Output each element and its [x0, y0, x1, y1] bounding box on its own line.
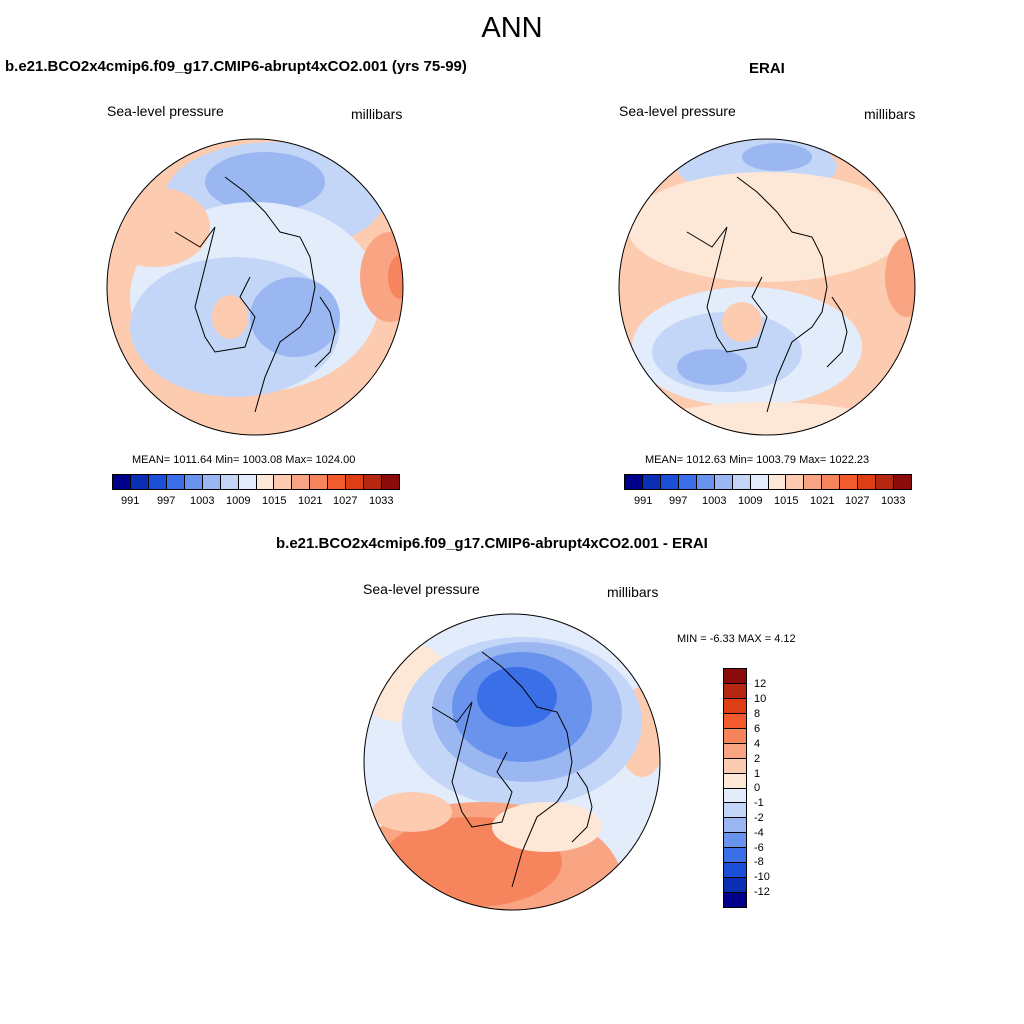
colorbar-swatch [724, 669, 746, 684]
panel-3-units: millibars [607, 584, 659, 600]
colorbar-swatch [148, 475, 167, 489]
colorbar-swatch [238, 475, 257, 489]
panel-1-colorbar [112, 474, 400, 490]
cbar2-tick: 1003 [702, 495, 727, 507]
colorbar-swatch [256, 475, 275, 489]
cbar3-tick: -12 [754, 886, 770, 898]
panel-3-stats: MIN = -6.33 MAX = 4.12 [677, 633, 796, 645]
colorbar-swatch [724, 773, 746, 789]
colorbar-swatch [184, 475, 203, 489]
colorbar-swatch [292, 475, 311, 489]
cbar1-tick: 1021 [298, 495, 323, 507]
colorbar-swatch [274, 475, 293, 489]
panel-2-title: ERAI [749, 60, 785, 77]
panel-3-colorbar [723, 668, 747, 908]
cbar1-tick: 1027 [333, 495, 358, 507]
panel-2-units: millibars [864, 106, 916, 122]
cbar1-tick: 1003 [190, 495, 215, 507]
colorbar-swatch [724, 743, 746, 759]
colorbar-swatch [678, 475, 697, 489]
cbar3-tick: 4 [754, 738, 761, 750]
cbar3-tick: 0 [754, 782, 761, 794]
colorbar-swatch [724, 848, 746, 864]
panel-1-variable: Sea-level pressure [107, 103, 224, 119]
colorbar-swatch [724, 893, 746, 907]
colorbar-swatch [642, 475, 661, 489]
panel-3-variable: Sea-level pressure [363, 581, 480, 597]
panel-1-stats: MEAN= 1011.64 Min= 1003.08 Max= 1024.00 [132, 454, 356, 466]
colorbar-swatch [724, 863, 746, 879]
panel-1-title: b.e21.BCO2x4cmip6.f09_g17.CMIP6-abrupt4x… [5, 58, 467, 75]
cbar1-tick: 997 [157, 495, 176, 507]
cbar3-tick: -2 [754, 812, 764, 824]
colorbar-swatch [202, 475, 221, 489]
colorbar-swatch [732, 475, 751, 489]
colorbar-swatch [166, 475, 185, 489]
colorbar-swatch [328, 475, 347, 489]
cbar3-tick: 6 [754, 723, 761, 735]
cbar3-tick: 8 [754, 708, 761, 720]
cbar3-tick: -10 [754, 871, 770, 883]
colorbar-swatch [130, 475, 149, 489]
colorbar-swatch [786, 475, 805, 489]
panel-2-map [618, 138, 916, 436]
cbar2-tick: 991 [634, 495, 653, 507]
colorbar-swatch [364, 475, 383, 489]
panel-2-colorbar [624, 474, 912, 490]
cbar2-tick: 1009 [738, 495, 763, 507]
cbar2-tick: 1033 [881, 495, 906, 507]
cbar2-tick: 997 [669, 495, 688, 507]
cbar3-tick: 10 [754, 693, 767, 705]
colorbar-swatch [660, 475, 679, 489]
cbar1-tick: 1015 [262, 495, 287, 507]
colorbar-swatch [724, 758, 746, 774]
colorbar-swatch [724, 713, 746, 729]
colorbar-swatch [724, 698, 746, 714]
cbar3-tick: 1 [754, 768, 761, 780]
colorbar-swatch [840, 475, 859, 489]
colorbar-swatch [696, 475, 715, 489]
colorbar-swatch [858, 475, 877, 489]
colorbar-swatch [724, 683, 746, 699]
cbar2-tick: 1021 [810, 495, 835, 507]
panel-3-map [363, 613, 661, 911]
cbar2-tick: 1027 [845, 495, 870, 507]
colorbar-swatch [724, 818, 746, 834]
colorbar-swatch [714, 475, 733, 489]
panel-1-units: millibars [351, 106, 403, 122]
colorbar-swatch [876, 475, 895, 489]
panel-3-title: b.e21.BCO2x4cmip6.f09_g17.CMIP6-abrupt4x… [276, 535, 708, 552]
cbar1-tick: 1009 [226, 495, 251, 507]
cbar3-tick: -4 [754, 827, 764, 839]
colorbar-swatch [220, 475, 239, 489]
colorbar-swatch [346, 475, 365, 489]
colorbar-swatch [750, 475, 769, 489]
cbar3-tick: -6 [754, 842, 764, 854]
colorbar-swatch [768, 475, 787, 489]
colorbar-swatch [724, 728, 746, 744]
colorbar-swatch [113, 475, 131, 489]
colorbar-swatch [724, 833, 746, 849]
panel-1-map [106, 138, 404, 436]
colorbar-swatch [310, 475, 329, 489]
colorbar-swatch [724, 878, 746, 894]
colorbar-swatch [822, 475, 841, 489]
cbar1-tick: 991 [121, 495, 140, 507]
cbar3-tick: 12 [754, 678, 767, 690]
cbar3-tick: 2 [754, 753, 761, 765]
cbar1-tick: 1033 [369, 495, 394, 507]
cbar2-tick: 1015 [774, 495, 799, 507]
colorbar-swatch [804, 475, 823, 489]
colorbar-swatch [382, 475, 399, 489]
panel-2-stats: MEAN= 1012.63 Min= 1003.79 Max= 1022.23 [645, 454, 870, 466]
colorbar-swatch [724, 803, 746, 819]
colorbar-swatch [894, 475, 911, 489]
cbar3-tick: -8 [754, 856, 764, 868]
main-title: ANN [481, 12, 543, 44]
colorbar-swatch [724, 788, 746, 804]
colorbar-swatch [625, 475, 643, 489]
cbar3-tick: -1 [754, 797, 764, 809]
panel-2-variable: Sea-level pressure [619, 103, 736, 119]
